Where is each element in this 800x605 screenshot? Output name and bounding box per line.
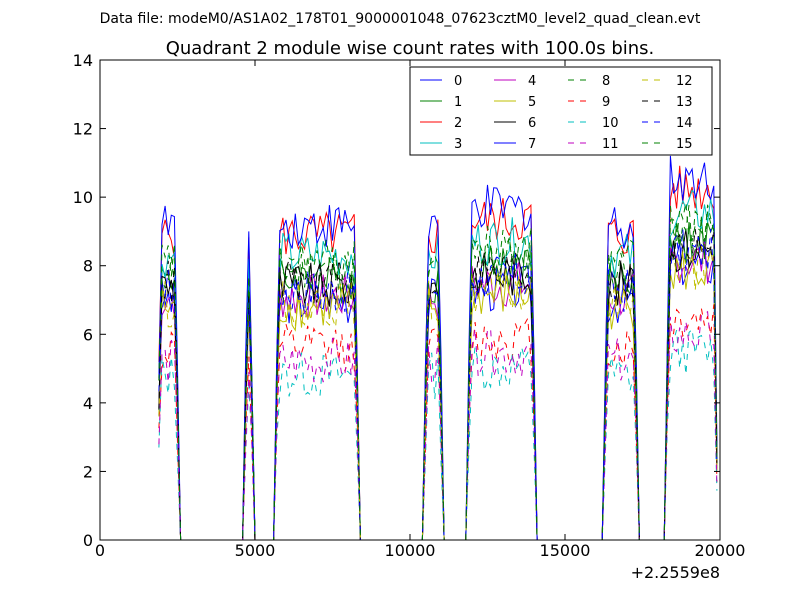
legend-label: 1 — [454, 95, 462, 110]
x-tick-label: 0 — [95, 541, 105, 560]
legend-label: 5 — [528, 95, 536, 110]
x-offset-label: +2.2559e8 — [631, 563, 720, 582]
x-tick-label: 5000 — [235, 541, 276, 560]
legend-label: 15 — [676, 137, 693, 152]
series-line-8 — [158, 204, 718, 541]
y-tick-label: 14 — [73, 51, 93, 70]
series-line-14 — [158, 228, 718, 541]
legend-label: 9 — [602, 95, 610, 110]
x-tick-label: 20000 — [695, 541, 746, 560]
legend-label: 8 — [602, 74, 610, 89]
chart-suptitle: Data file: modeM0/AS1A02_178T01_90000010… — [100, 11, 701, 27]
series-line-10 — [158, 328, 718, 541]
legend-label: 0 — [454, 74, 462, 89]
x-tick-label: 10000 — [385, 541, 436, 560]
y-tick-label: 10 — [73, 188, 93, 207]
legend-label: 4 — [528, 74, 536, 89]
legend-label: 7 — [528, 137, 536, 152]
y-tick-label: 6 — [83, 325, 93, 344]
y-tick-label: 0 — [83, 531, 93, 550]
y-tick-label: 2 — [83, 462, 93, 481]
legend-label: 12 — [676, 74, 693, 89]
legend-label: 2 — [454, 116, 462, 131]
series-line-11 — [158, 310, 718, 541]
series-layer — [158, 155, 718, 541]
legend-label: 11 — [602, 137, 619, 152]
legend-label: 6 — [528, 116, 536, 131]
chart-title: Quadrant 2 module wise count rates with … — [166, 38, 655, 59]
legend-label: 14 — [676, 116, 693, 131]
y-tick-label: 8 — [83, 257, 93, 276]
legend-label: 13 — [676, 95, 693, 110]
x-tick-label: 15000 — [540, 541, 591, 560]
legend-label: 10 — [602, 116, 619, 131]
y-tick-label: 4 — [83, 394, 93, 413]
y-tick-label: 12 — [73, 120, 93, 139]
legend-label: 3 — [454, 137, 462, 152]
legend-frame — [409, 66, 713, 156]
